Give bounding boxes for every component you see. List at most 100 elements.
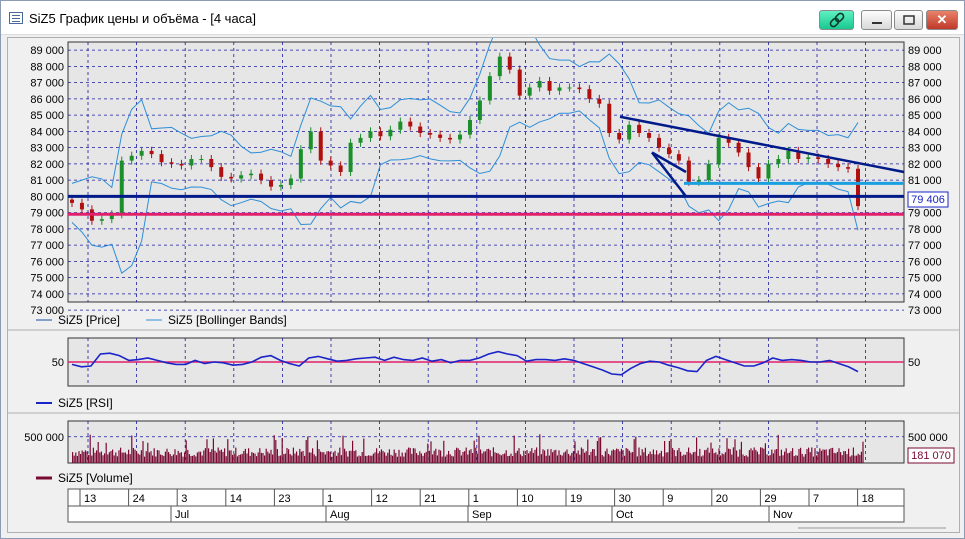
- volume-bar: [356, 456, 358, 463]
- volume-bar: [526, 449, 528, 463]
- volume-bar: [619, 451, 621, 463]
- volume-bar: [801, 453, 803, 463]
- link-button[interactable]: [819, 10, 854, 30]
- volume-bar: [233, 453, 235, 463]
- bollinger-lower: [71, 110, 859, 274]
- volume-bar: [385, 455, 387, 463]
- volume-bar: [736, 450, 738, 463]
- volume-bar: [844, 451, 846, 463]
- title-bar[interactable]: SiZ5 График цены и объёма - [4 часа] ✕: [1, 1, 964, 35]
- volume-bar: [771, 449, 773, 463]
- volume-bar: [203, 450, 205, 463]
- volume-bar: [340, 455, 342, 463]
- price-grid: [68, 42, 904, 311]
- volume-bar: [756, 451, 758, 463]
- rsi-legend: SiZ5 [RSI]: [36, 396, 113, 410]
- price-panel[interactable]: [67, 41, 905, 303]
- volume-bar: [216, 452, 218, 463]
- volume-bar: [392, 455, 394, 463]
- maximize-button[interactable]: [894, 10, 923, 30]
- volume-bar: [822, 449, 824, 463]
- volume-bar: [520, 454, 522, 463]
- volume-bar: [377, 453, 379, 463]
- candle-body: [657, 137, 662, 148]
- volume-bar: [168, 452, 170, 463]
- volume-bar: [139, 454, 141, 463]
- volume-bar: [326, 451, 328, 463]
- volume-bar: [366, 455, 368, 463]
- volume-bar: [444, 456, 446, 463]
- candle-body: [139, 150, 144, 156]
- candle-body: [627, 124, 632, 140]
- volume-bar: [585, 451, 587, 463]
- price-tick-right: 74 000: [908, 289, 942, 301]
- volume-bar: [200, 451, 202, 463]
- volume-bar: [729, 449, 731, 463]
- volume-bar: [491, 456, 493, 463]
- volume-bar: [291, 455, 293, 463]
- volume-bar: [411, 453, 413, 463]
- volume-bar: [368, 455, 370, 463]
- candle-body: [637, 124, 642, 133]
- volume-bar: [697, 455, 699, 463]
- volume-bar: [451, 455, 453, 463]
- volume-bar: [408, 447, 410, 463]
- candle-body: [368, 131, 373, 138]
- time-axis[interactable]: 13 24 3 14 23 1 12 21 1 10 19 30 9 20 29 7 18 Jul Aug Sep Oc…: [67, 488, 905, 523]
- volume-bar: [660, 450, 662, 463]
- volume-bar: [89, 434, 91, 463]
- volume-bar: [225, 456, 227, 463]
- volume-bar: [521, 456, 523, 463]
- volume-bar: [524, 454, 526, 463]
- volume-bar: [537, 455, 539, 463]
- volume-bar: [123, 452, 125, 463]
- bollinger-bands: [71, 20, 859, 274]
- volume-bar: [643, 452, 645, 463]
- volume-bar: [212, 438, 214, 463]
- volume-bar: [252, 452, 254, 463]
- candle-body: [418, 126, 423, 133]
- volume-bar: [731, 454, 733, 463]
- volume-bar: [193, 454, 195, 463]
- price-tick-left: 75 000: [30, 273, 64, 285]
- chart-canvas[interactable]: 89 000 88 000 87 000 86 000 85 000 84 000 83 0…: [8, 20, 959, 532]
- volume-bar: [419, 451, 421, 463]
- volume-bar: [572, 451, 574, 463]
- month-scale: [67, 505, 905, 523]
- close-button[interactable]: ✕: [926, 10, 958, 30]
- volume-bar: [171, 456, 173, 463]
- chart-area[interactable]: 89 000 88 000 87 000 86 000 85 000 84 000 83 0…: [7, 20, 960, 533]
- volume-bar: [654, 454, 656, 463]
- volume-bar: [86, 451, 88, 463]
- volume-tick-right: 500 000: [908, 432, 948, 444]
- day-label: 1: [327, 493, 333, 505]
- volume-bar: [160, 454, 162, 463]
- volume-bar: [177, 450, 179, 463]
- volume-bar: [636, 456, 638, 463]
- volume-bar: [806, 449, 808, 463]
- last-price-label: 79 406: [911, 194, 945, 206]
- volume-bar: [462, 451, 464, 463]
- candle-body: [408, 121, 413, 127]
- volume-bar: [158, 450, 160, 463]
- volume-bar: [190, 455, 192, 463]
- minimize-button[interactable]: [861, 10, 892, 30]
- volume-bar: [587, 439, 589, 463]
- trendlines[interactable]: [619, 115, 905, 198]
- volume-bar: [803, 456, 805, 463]
- volume-bar: [579, 454, 581, 463]
- volume-bar: [417, 455, 419, 463]
- price-tick-left: 80 000: [30, 191, 64, 203]
- volume-bar: [552, 452, 554, 463]
- volume-bar: [281, 438, 283, 463]
- volume-bar: [390, 454, 392, 463]
- volume-bar: [129, 454, 131, 463]
- volume-bar: [195, 456, 197, 463]
- volume-bar: [702, 455, 704, 463]
- volume-bar: [254, 453, 256, 463]
- volume-bar: [473, 440, 475, 463]
- volume-bar: [796, 455, 798, 463]
- candle-body: [487, 76, 492, 101]
- volume-bar: [235, 447, 237, 463]
- volume-bar: [465, 447, 467, 463]
